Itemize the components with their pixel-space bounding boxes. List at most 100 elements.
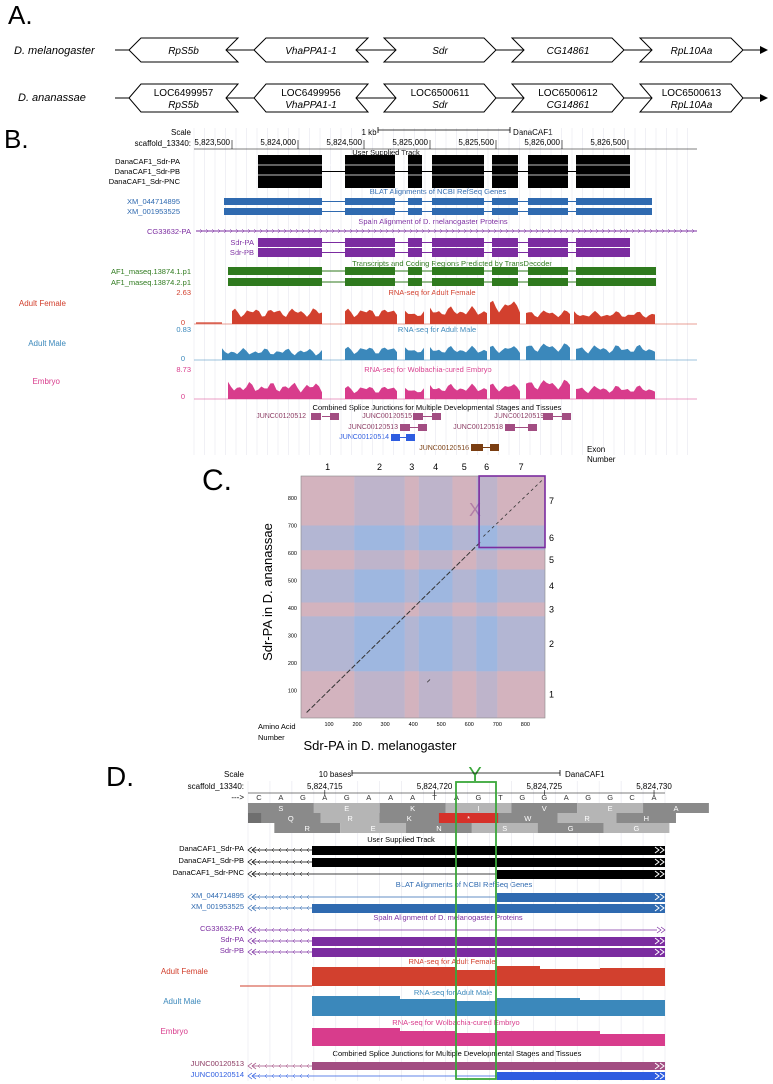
d-assembly: DanaCAF1 bbox=[565, 770, 605, 779]
b-junc-519: JUNC00120519 bbox=[494, 413, 544, 420]
strand-chevron-icon bbox=[583, 228, 587, 234]
strand-chevron-icon bbox=[469, 228, 473, 234]
b-blat-label-2: XM_001953525 bbox=[127, 207, 180, 216]
junction-block bbox=[562, 413, 571, 420]
y-tick-label: 100 bbox=[288, 689, 297, 695]
blat-exon-block bbox=[492, 198, 518, 205]
exon-band-y bbox=[301, 602, 545, 617]
exon-band-y bbox=[301, 476, 545, 526]
gene-arrow bbox=[128, 83, 240, 113]
base-letter: A bbox=[388, 793, 393, 802]
strand-chevron-icon bbox=[235, 228, 239, 234]
b-junc-514: JUNC00120514 bbox=[339, 434, 389, 441]
strand-chevron-icon bbox=[547, 228, 551, 234]
right-arrow-icon bbox=[654, 858, 665, 866]
codon-block bbox=[445, 803, 512, 813]
junction-block bbox=[311, 413, 321, 420]
strand-chevron-icon bbox=[499, 228, 503, 234]
base-letter: G bbox=[585, 793, 591, 802]
exon-band-y bbox=[301, 550, 545, 570]
blat-utr-block bbox=[224, 199, 258, 204]
female-coverage-area bbox=[312, 966, 665, 986]
gene-arrow bbox=[253, 37, 370, 63]
blat-exon-block bbox=[432, 198, 484, 205]
amino-acid-letter: Q bbox=[288, 814, 294, 823]
base-letter: G bbox=[519, 793, 525, 802]
strand-chevron-icon bbox=[271, 949, 275, 955]
x-exon-number: 5 bbox=[462, 462, 467, 472]
user-exon-block bbox=[492, 155, 518, 188]
spaln-exon-block bbox=[345, 238, 395, 247]
b-title-blat: BLAT Alignments of NCBI RefSeq Genes bbox=[370, 187, 507, 196]
strand-chevron-icon bbox=[607, 228, 611, 234]
strand-chevron-icon bbox=[264, 938, 268, 944]
base-letter: G bbox=[607, 793, 613, 802]
d-title-blat: BLAT Alignments of NCBI RefSeq Genes bbox=[396, 880, 533, 889]
strand-chevron-icon bbox=[277, 228, 281, 234]
strand-chevron-icon bbox=[264, 905, 268, 911]
strand-chevron-icon bbox=[292, 927, 296, 933]
codon-block bbox=[498, 813, 558, 823]
embryo-coverage-area bbox=[194, 379, 697, 399]
junction-block bbox=[497, 1072, 665, 1080]
b-spaln-label-pb: Sdr-PB bbox=[230, 248, 254, 257]
b-user-label-pa: DanaCAF1_Sdr-PA bbox=[115, 157, 180, 166]
b-scale-value: 1 kb bbox=[361, 128, 377, 137]
td-exon-block bbox=[492, 267, 518, 275]
b-rna-male-name: Adult Male bbox=[28, 339, 66, 348]
gene-arrow bbox=[510, 83, 625, 113]
strand-chevron-icon bbox=[625, 228, 629, 234]
gene-arrow bbox=[638, 83, 744, 113]
d-junc-514: JUNC00120514 bbox=[191, 1070, 244, 1079]
d-spaln-label-cg: CG33632-PA bbox=[200, 924, 244, 933]
y-exon-number: 4 bbox=[549, 581, 554, 591]
strand-chevron-icon bbox=[257, 949, 261, 955]
plot-frame bbox=[300, 475, 546, 719]
b-junc-518: JUNC00120518 bbox=[453, 424, 503, 431]
strand-chevron-icon bbox=[463, 228, 467, 234]
y-tick-label: 700 bbox=[288, 524, 297, 530]
strand-chevron-icon bbox=[278, 871, 282, 877]
user-exon-block bbox=[345, 155, 395, 188]
td-exon-block bbox=[228, 267, 322, 275]
b-title-spaln: Spaln Alignment of D. melanogaster Prote… bbox=[358, 217, 507, 226]
spaln-feature-block bbox=[312, 937, 665, 946]
codon-block bbox=[248, 803, 314, 813]
b-title-rna-female: RNA-seq for Adult Female bbox=[388, 288, 475, 297]
base-letter: A bbox=[564, 793, 569, 802]
strand-chevron-icon bbox=[257, 905, 261, 911]
left-arrow-icon bbox=[247, 1062, 257, 1070]
b-td-label-2: AF1_maseq.13874.2.p1 bbox=[111, 278, 191, 287]
right-arrow-icon bbox=[654, 893, 665, 901]
strand-chevron-icon bbox=[257, 894, 261, 900]
blat-exon-block bbox=[528, 198, 568, 205]
strand-chevron-icon bbox=[259, 228, 263, 234]
strand-chevron-icon bbox=[253, 228, 257, 234]
b-blat-label-1: XM_044714895 bbox=[127, 197, 180, 206]
strand-chevron-icon bbox=[631, 228, 635, 234]
base-letter: A bbox=[652, 793, 657, 802]
strand-chevron-icon bbox=[223, 228, 227, 234]
strand-chevron-icon bbox=[349, 228, 353, 234]
strand-chevron-icon bbox=[445, 228, 449, 234]
strand-chevron-icon bbox=[257, 1063, 261, 1069]
strand-chevron-icon bbox=[355, 228, 359, 234]
d-y-label: Y bbox=[468, 764, 481, 786]
spaln-exon-block bbox=[576, 238, 630, 247]
strand-chevron-icon bbox=[271, 1063, 275, 1069]
td-exon-block bbox=[345, 267, 395, 275]
b-user-label-pb: DanaCAF1_Sdr-PB bbox=[115, 167, 180, 176]
left-arrow-icon bbox=[247, 937, 257, 945]
strand-chevron-icon bbox=[278, 1063, 282, 1069]
exon-band-y bbox=[301, 616, 545, 672]
strand-chevron-icon bbox=[306, 1073, 310, 1079]
x-exon-number: 1 bbox=[325, 462, 330, 472]
strand-chevron-icon bbox=[306, 938, 310, 944]
y-exon-number: 6 bbox=[549, 533, 554, 543]
strand-chevron-icon bbox=[421, 228, 425, 234]
strand-chevron-icon bbox=[257, 859, 261, 865]
strand-chevron-icon bbox=[403, 228, 407, 234]
strand-chevron-icon bbox=[541, 228, 545, 234]
amino-acid-letter: R bbox=[347, 814, 353, 823]
strand-chevron-icon bbox=[306, 871, 310, 877]
